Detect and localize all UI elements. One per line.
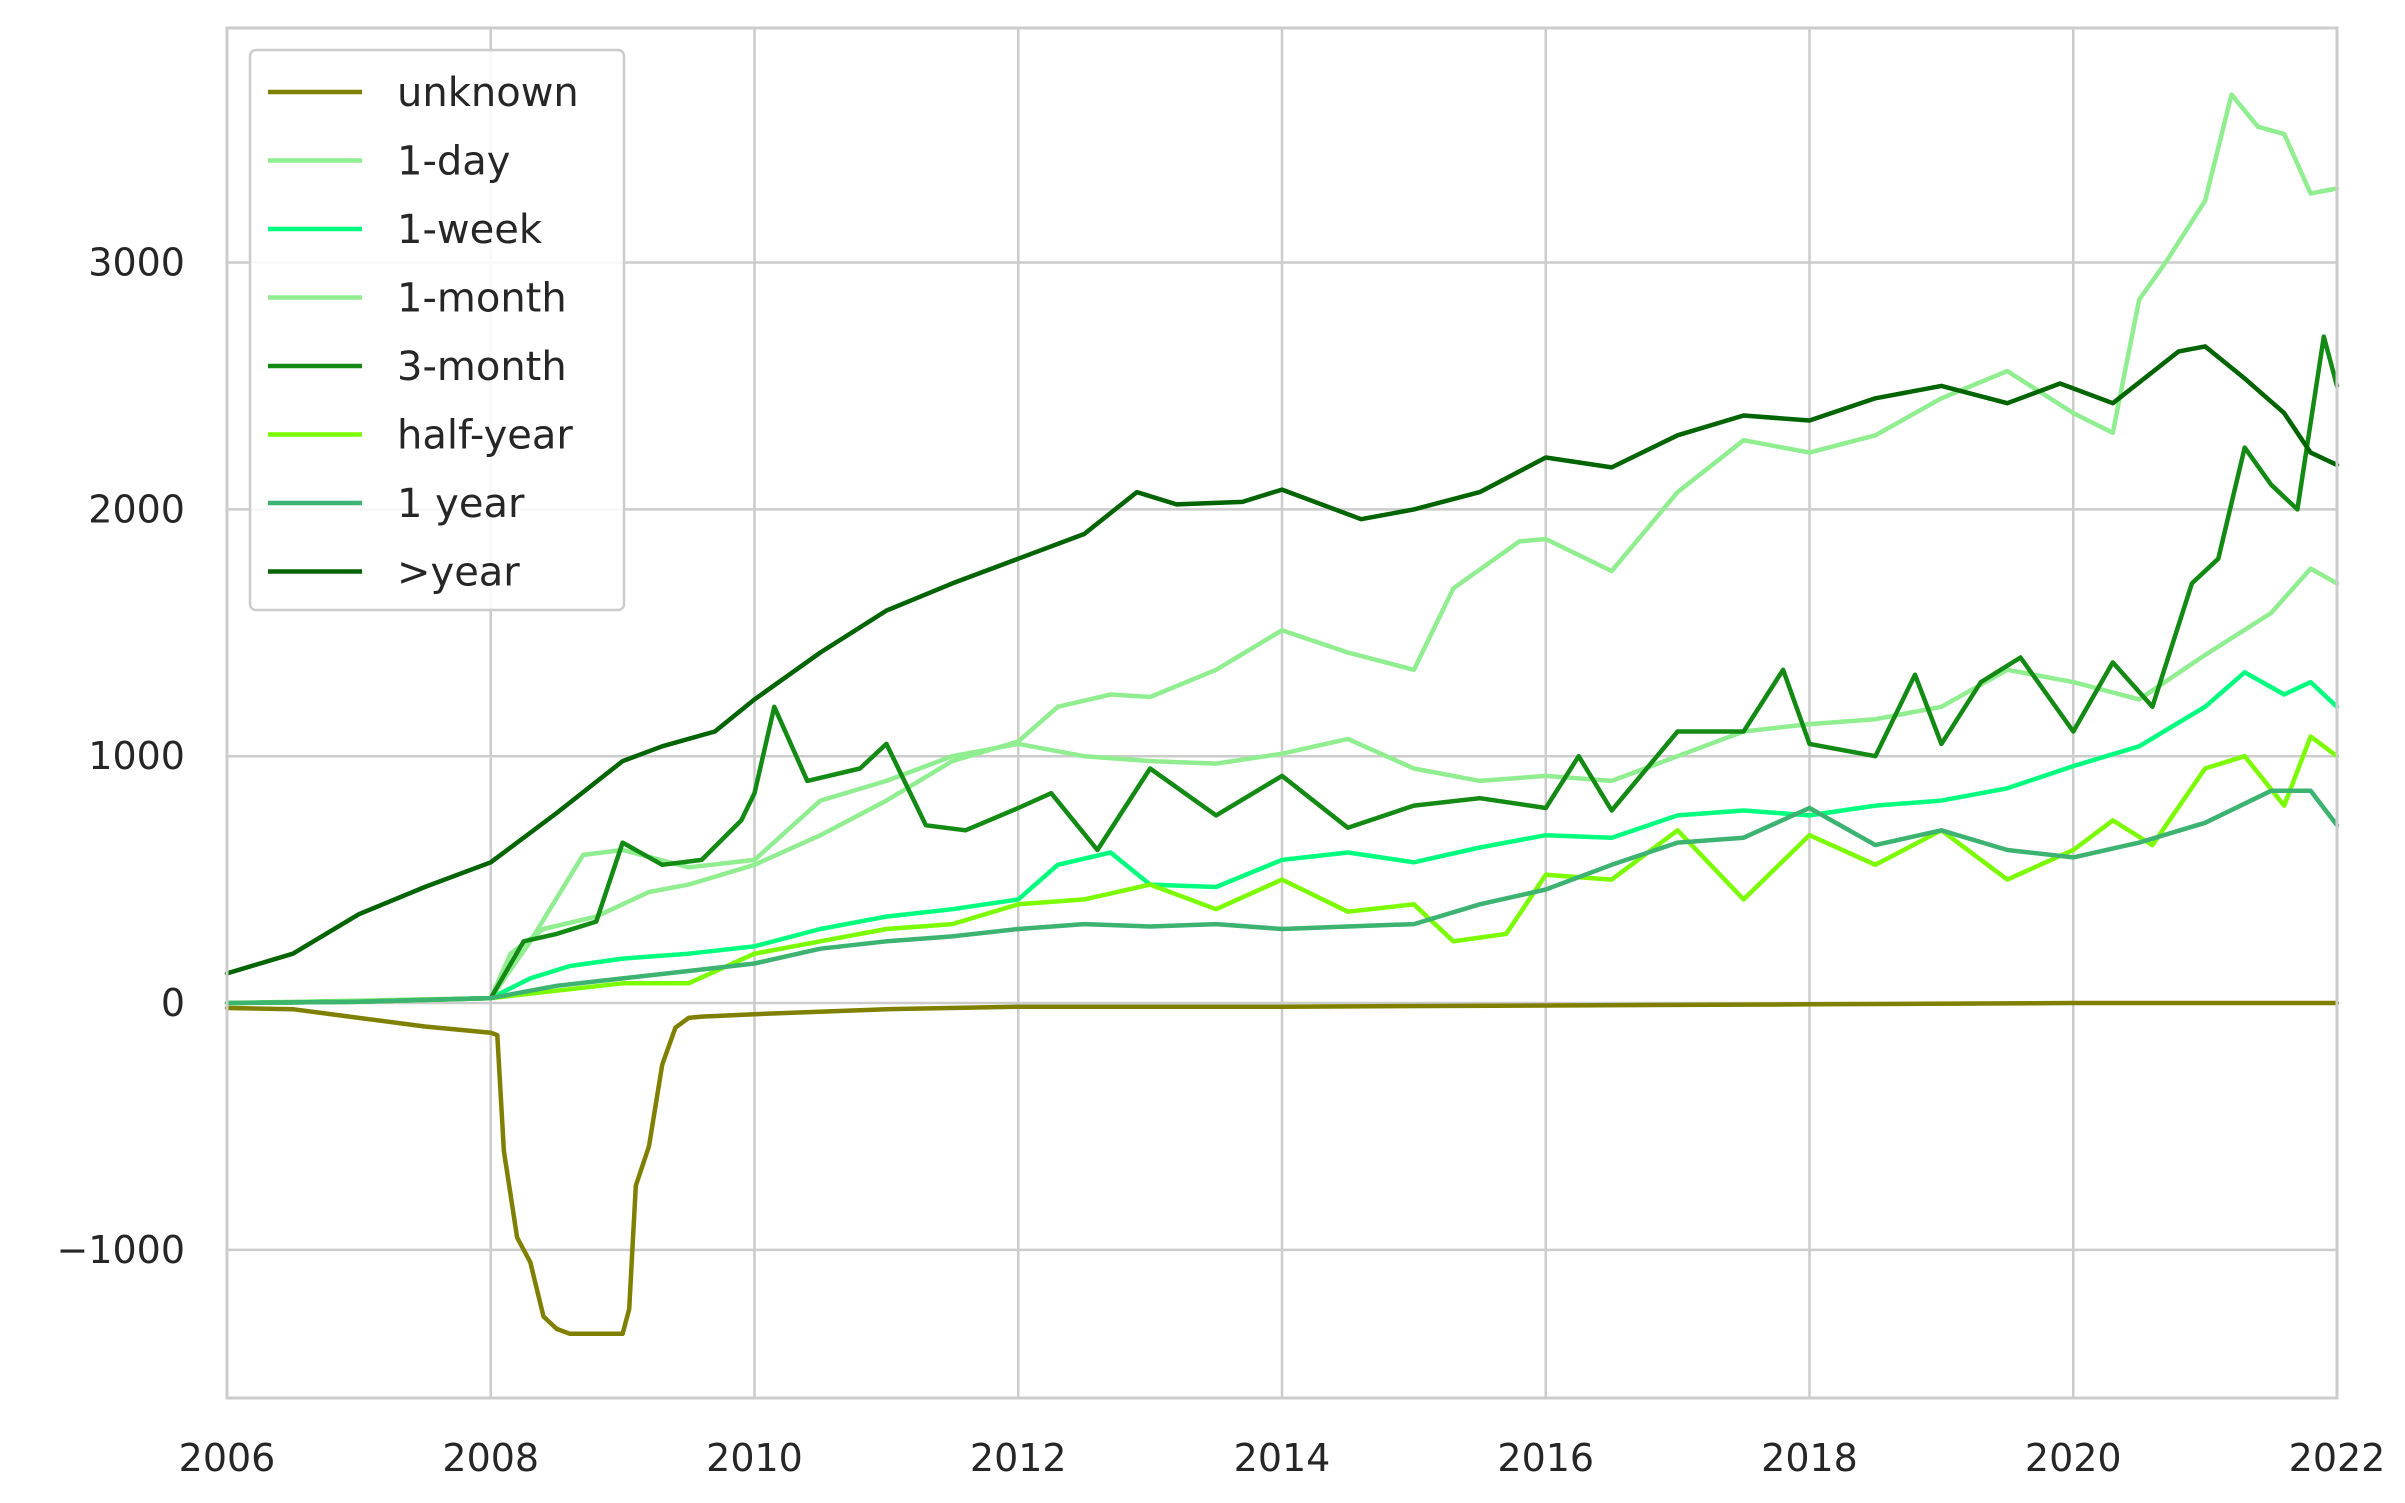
y-tick-label: 2000 (88, 487, 185, 531)
plot-frame (225, 26, 2339, 1400)
series-line-1-year (224, 788, 2340, 1006)
series-line-half-year (224, 734, 2340, 1006)
x-tick-label: 2008 (442, 1436, 539, 1480)
y-tick-label: 1000 (88, 734, 185, 778)
y-tick-label: 0 (161, 981, 185, 1025)
series-line-1-day (224, 92, 2340, 1006)
x-tick-label: 2012 (970, 1436, 1067, 1480)
x-tick-label: 2018 (1761, 1436, 1858, 1480)
series-line--year (224, 344, 2340, 976)
x-tick-label: 2020 (2025, 1436, 2122, 1480)
legend-label: 1-day (397, 139, 510, 185)
grid (225, 28, 2339, 1398)
legend: unknown 1-day 1-week 1-month 3-month half-yea… (248, 48, 626, 612)
series-line-1-week (224, 670, 2340, 1006)
x-tick-label: 2016 (1497, 1436, 1594, 1480)
legend-label: unknown (397, 70, 579, 116)
legend-box (248, 48, 626, 612)
x-tick-label: 2010 (706, 1436, 803, 1480)
legend-label: 3-month (397, 344, 567, 390)
x-axis-ticks: 2006 2008 2010 2012 2014 2016 2018 2020 2022 (179, 1436, 2386, 1480)
series-line-unknown (224, 1000, 2340, 1337)
y-tick-label: 3000 (88, 241, 185, 285)
x-tick-label: 2022 (2289, 1436, 2386, 1480)
series-lines (224, 92, 2340, 1337)
x-tick-label: 2006 (179, 1436, 276, 1480)
legend-label: 1 year (397, 481, 525, 527)
legend-label: 1-month (397, 276, 567, 322)
x-tick-label: 2014 (1234, 1436, 1331, 1480)
y-axis-ticks: −1000 0 1000 2000 3000 (56, 241, 185, 1272)
y-tick-label: −1000 (56, 1228, 185, 1272)
legend-label: 1-week (397, 207, 543, 253)
series-line-3-month (224, 334, 2340, 1006)
legend-label: >year (397, 550, 520, 596)
legend-label: half-year (397, 413, 573, 459)
